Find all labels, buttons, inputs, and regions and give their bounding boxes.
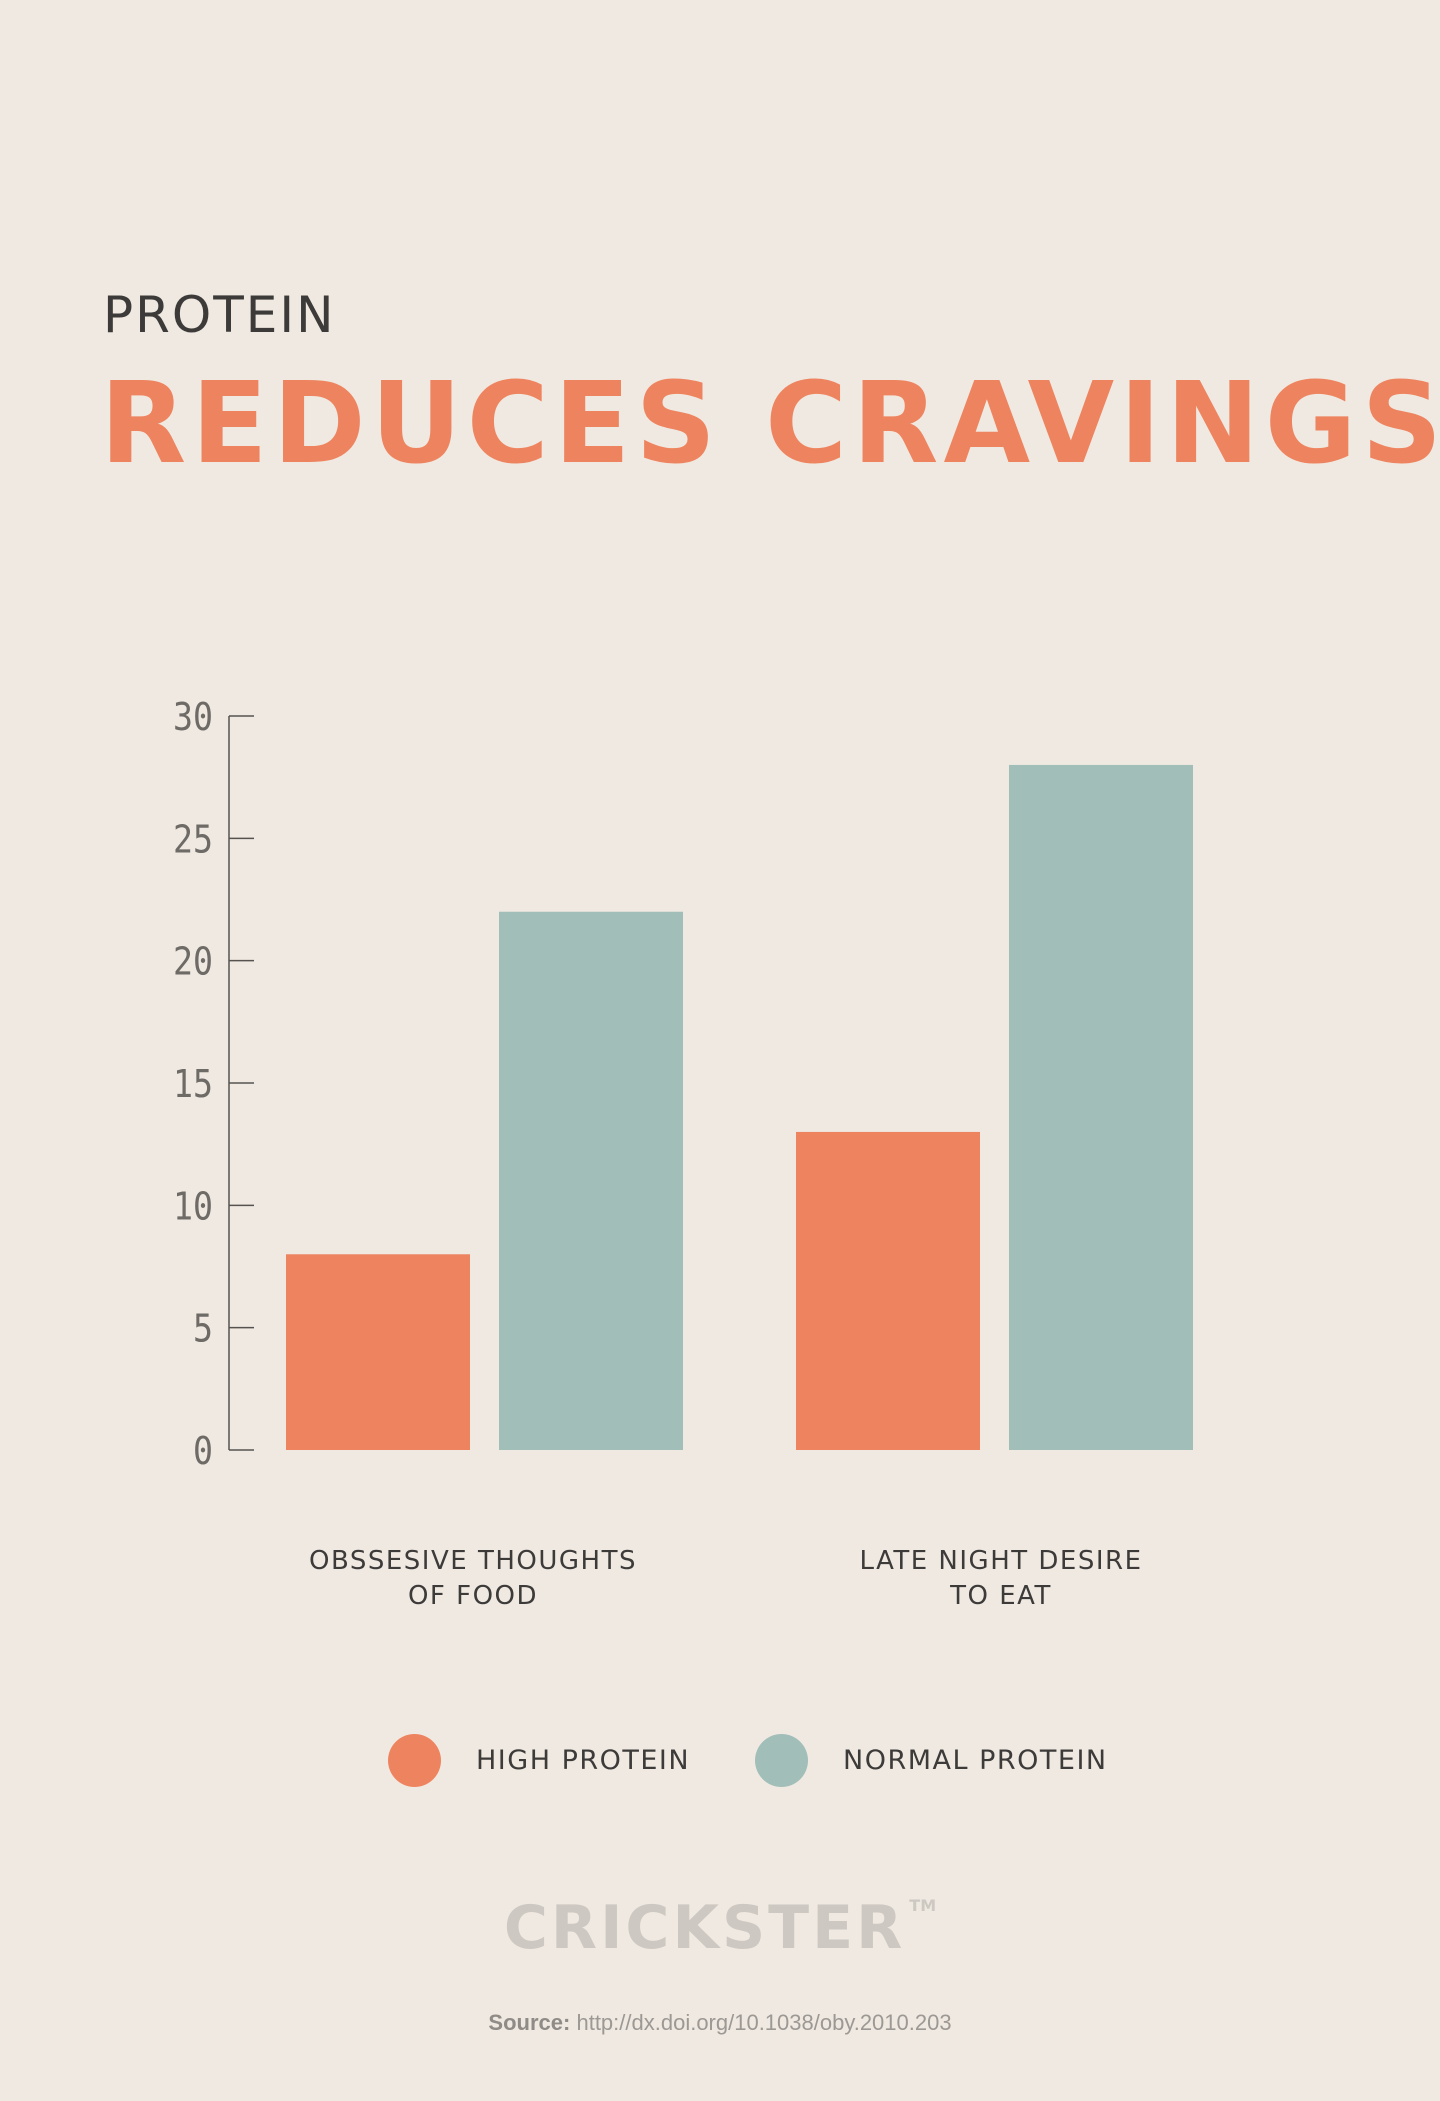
y-tick-label-15: 15 bbox=[173, 1062, 213, 1106]
bar-high-protein-1 bbox=[796, 1131, 980, 1450]
header-kicker: PROTEIN bbox=[103, 286, 336, 344]
legend-swatch-normal-protein bbox=[755, 1733, 808, 1787]
page-title: REDUCES CRAVINGS bbox=[100, 359, 1440, 489]
source-label: Source: bbox=[488, 2010, 571, 2035]
source-citation: Source: http://dx.doi.org/10.1038/oby.20… bbox=[0, 2010, 1440, 2036]
legend-label-normal-protein: NORMAL PROTEIN bbox=[843, 1744, 1108, 1776]
y-tick-label-0: 0 bbox=[193, 1429, 213, 1473]
y-tick-label-30: 30 bbox=[173, 695, 213, 739]
bar-chart: 0 5 10 15 20 25 30 bbox=[173, 695, 1193, 1473]
logo-trademark: TM bbox=[909, 1896, 937, 1915]
legend-label-high-protein: HIGH PROTEIN bbox=[476, 1744, 691, 1776]
source-url: http://dx.doi.org/10.1038/oby.2010.203 bbox=[576, 2010, 952, 2035]
bar-normal-protein-0 bbox=[499, 911, 683, 1450]
logo-text: CRICKSTER bbox=[503, 1893, 906, 1963]
crickster-logo: CRICKSTER TM bbox=[0, 1896, 1440, 1959]
legend-item-normal-protein: NORMAL PROTEIN bbox=[755, 1733, 1108, 1787]
bar-high-protein-0 bbox=[286, 1254, 470, 1450]
bar-normal-protein-1 bbox=[1009, 764, 1193, 1450]
legend-item-high-protein: HIGH PROTEIN bbox=[388, 1733, 690, 1787]
y-tick-label-25: 25 bbox=[173, 817, 213, 861]
legend-swatch-high-protein bbox=[388, 1733, 441, 1787]
y-tick-label-20: 20 bbox=[173, 940, 213, 984]
y-tick-label-5: 5 bbox=[193, 1307, 213, 1351]
category-label-obsessive-thoughts: OBSSESIVE THOUGHTS OF FOOD bbox=[309, 1546, 637, 1611]
y-tick-label-10: 10 bbox=[173, 1184, 213, 1228]
category-label-late-night-desire: LATE NIGHT DESIRE TO EAT bbox=[859, 1546, 1143, 1611]
